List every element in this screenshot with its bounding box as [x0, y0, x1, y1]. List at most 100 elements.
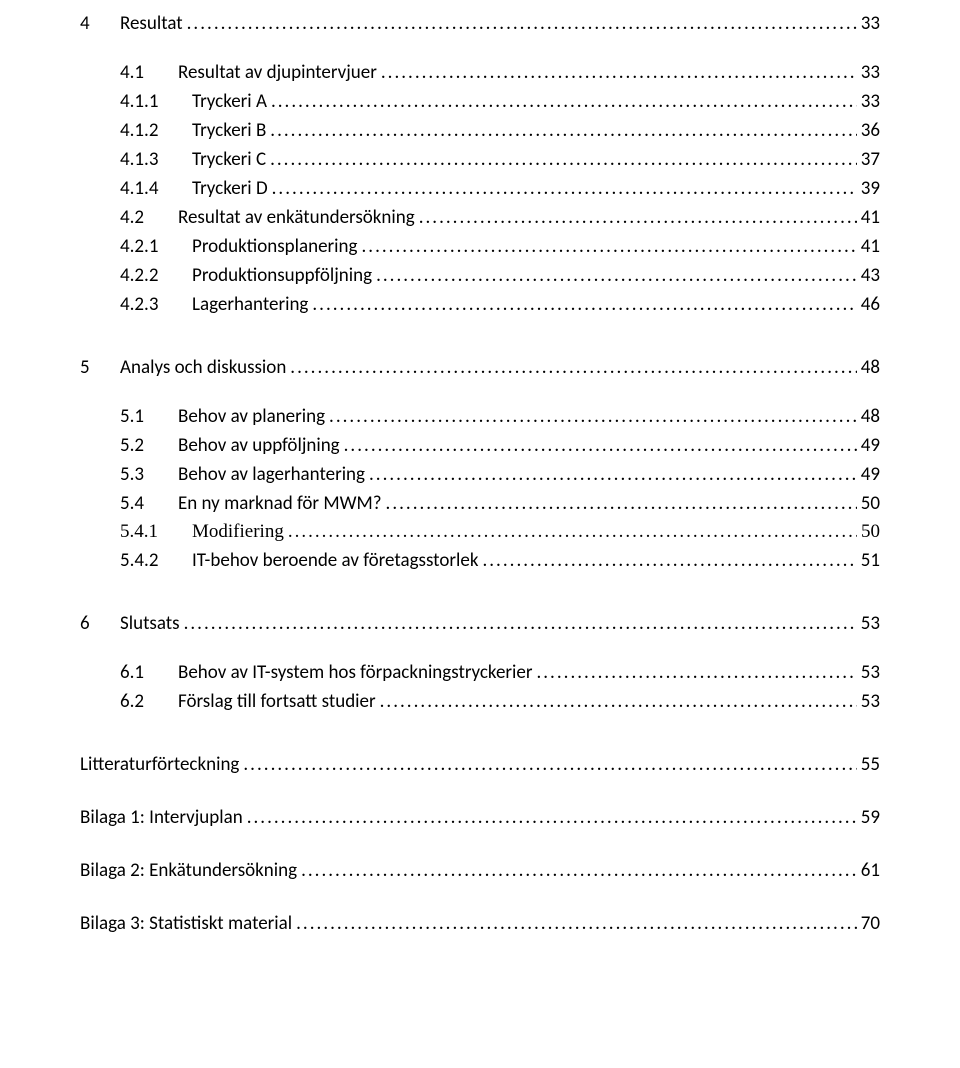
toc-number: 4.2	[120, 206, 178, 229]
toc-entry: 6.1Behov av IT-system hos förpackningstr…	[120, 661, 880, 684]
toc-number: 4.1.2	[120, 119, 192, 142]
toc-entry: Bilaga 2: Enkätundersökning 61	[80, 859, 880, 882]
toc-page-number: 53	[861, 661, 880, 684]
toc-leader-dots	[243, 753, 856, 776]
toc-page-number: 46	[861, 293, 880, 316]
toc-leader-dots	[301, 859, 857, 882]
toc-number: 5.4	[120, 492, 178, 515]
toc-entry: 4.1Resultat av djupintervjuer33	[120, 61, 880, 84]
toc-number: 6	[80, 612, 120, 635]
toc-leader-dots	[344, 434, 857, 457]
toc-gap	[80, 322, 880, 356]
toc-leader-dots	[376, 264, 857, 287]
toc-label: Bilaga 2: Enkätundersökning	[80, 859, 297, 882]
toc-page-number: 49	[861, 434, 880, 457]
toc-entry: 4.1.3Tryckeri C 37	[120, 148, 880, 171]
toc-label: Analys och diskussion	[120, 356, 286, 379]
toc-page-number: 53	[861, 690, 880, 713]
toc-page-number: 41	[861, 206, 880, 229]
toc-page-number: 49	[861, 463, 880, 486]
toc-page-number: 70	[861, 912, 880, 935]
toc-entry: Litteraturförteckning 55	[80, 753, 880, 776]
toc-label: Behov av lagerhantering	[178, 463, 365, 486]
toc-page-number: 50	[861, 521, 880, 543]
toc-entry: 4Resultat33	[80, 12, 880, 35]
toc-label: Resultat av enkätundersökning	[178, 206, 415, 229]
toc-leader-dots	[270, 148, 857, 171]
toc-number: 5.1	[120, 405, 178, 428]
table-of-contents: 4Resultat33 4.1Resultat av djupintervjuer…	[80, 12, 880, 935]
toc-number: 4.2.3	[120, 293, 192, 316]
toc-leader-dots	[187, 12, 857, 35]
toc-label: Tryckeri B	[192, 119, 266, 142]
toc-page-number: 59	[861, 806, 880, 829]
toc-entry: 4.2.1Produktionsplanering41	[120, 235, 880, 258]
toc-number: 4.1.1	[120, 90, 192, 113]
toc-label: Tryckeri C	[192, 148, 266, 171]
toc-number: 6.1	[120, 661, 178, 684]
toc-number: 4	[80, 12, 120, 35]
toc-number: 6.2	[120, 690, 178, 713]
toc-entry: 5.4En ny marknad för MWM? 50	[120, 492, 880, 515]
toc-page-number: 43	[861, 264, 880, 287]
toc-page-number: 51	[861, 549, 880, 572]
toc-leader-dots	[272, 177, 857, 200]
toc-page-number: 41	[861, 235, 880, 258]
toc-leader-dots	[312, 293, 856, 316]
toc-number: 4.1	[120, 61, 178, 84]
toc-entry: 4.2.3Lagerhantering46	[120, 293, 880, 316]
toc-entry: 5.4.1Modifiering 50	[120, 521, 880, 543]
toc-entry: 5.2Behov av uppföljning49	[120, 434, 880, 457]
toc-leader-dots	[482, 549, 856, 572]
toc-leader-dots	[288, 521, 857, 543]
toc-page-number: 55	[861, 753, 880, 776]
toc-entry: 5.3Behov av lagerhantering 49	[120, 463, 880, 486]
toc-gap	[80, 578, 880, 612]
toc-number: 5.4.1	[120, 521, 192, 543]
toc-label: Tryckeri D	[192, 177, 268, 200]
toc-leader-dots	[290, 356, 856, 379]
toc-label: Litteraturförteckning	[80, 753, 239, 776]
toc-label: En ny marknad för MWM?	[178, 492, 382, 515]
toc-entry: 4.2Resultat av enkätundersökning 41	[120, 206, 880, 229]
toc-entry: Bilaga 1: Intervjuplan 59	[80, 806, 880, 829]
toc-leader-dots	[369, 463, 857, 486]
toc-entry: 4.1.2Tryckeri B 36	[120, 119, 880, 142]
toc-page-number: 33	[861, 90, 880, 113]
toc-leader-dots	[419, 206, 857, 229]
toc-entry: 4.1.1Tryckeri A 33	[120, 90, 880, 113]
toc-entry: 5.4.2IT-behov beroende av företagsstorle…	[120, 549, 880, 572]
toc-entry: 5Analys och diskussion 48	[80, 356, 880, 379]
toc-leader-dots	[329, 405, 857, 428]
toc-entry: 4.2.2Produktionsuppföljning 43	[120, 264, 880, 287]
toc-label: Bilaga 1: Intervjuplan	[80, 806, 243, 829]
toc-entry: Bilaga 3: Statistiskt material70	[80, 912, 880, 935]
toc-label: Tryckeri A	[192, 90, 267, 113]
toc-page-number: 48	[861, 405, 880, 428]
toc-page-number: 48	[861, 356, 880, 379]
toc-number: 4.2.2	[120, 264, 192, 287]
toc-number: 4.1.3	[120, 148, 192, 171]
toc-page-number: 50	[861, 492, 880, 515]
toc-page-number: 33	[861, 12, 880, 35]
toc-page-number: 61	[861, 859, 880, 882]
toc-label: Förslag till fortsatt studier	[178, 690, 376, 713]
toc-label: Slutsats	[120, 612, 180, 635]
toc-leader-dots	[270, 119, 856, 142]
toc-number: 4.2.1	[120, 235, 192, 258]
toc-leader-dots	[271, 90, 857, 113]
toc-number: 5	[80, 356, 120, 379]
toc-page-number: 37	[861, 148, 880, 171]
toc-gap	[80, 719, 880, 753]
toc-page-number: 36	[861, 119, 880, 142]
toc-leader-dots	[386, 492, 857, 515]
toc-leader-dots	[247, 806, 857, 829]
toc-leader-dots	[296, 912, 857, 935]
toc-label: Modifiering	[192, 521, 284, 543]
toc-entry: 6Slutsats53	[80, 612, 880, 635]
toc-entry: 4.1.4Tryckeri D39	[120, 177, 880, 200]
toc-number: 5.4.2	[120, 549, 192, 572]
toc-label: Produktionsuppföljning	[192, 264, 372, 287]
toc-leader-dots	[536, 661, 856, 684]
toc-number: 5.3	[120, 463, 178, 486]
